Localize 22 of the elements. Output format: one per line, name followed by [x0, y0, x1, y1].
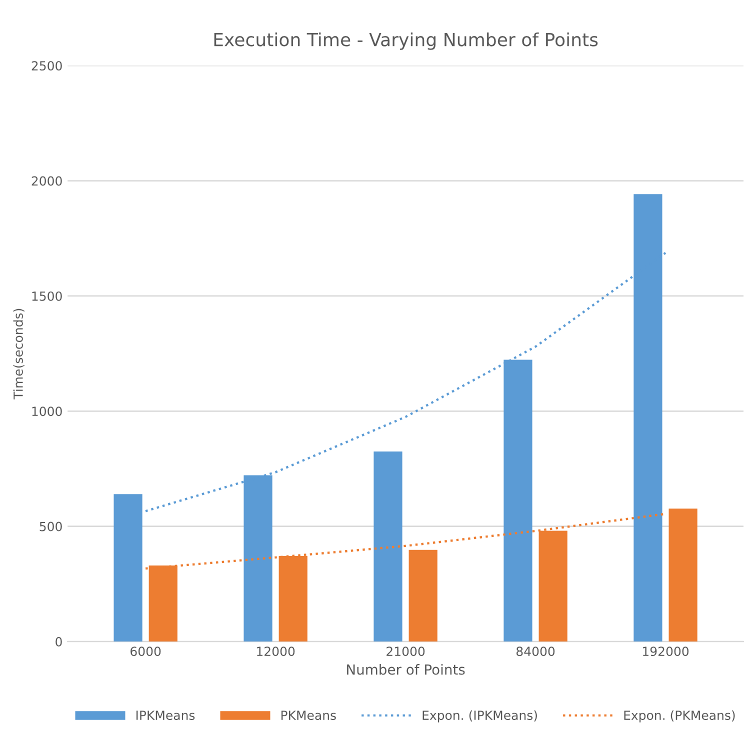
legend-label: PKMeans: [281, 710, 336, 720]
x-tick-label: 6000: [130, 646, 161, 656]
x-axis-title: Number of Points: [347, 664, 465, 675]
bar: [668, 508, 698, 642]
legend-label: IPKMeans: [136, 710, 195, 720]
bar: [408, 550, 438, 642]
y-tick-label: 2500: [32, 61, 62, 71]
legend-label: Expon. (IPKMeans): [422, 710, 537, 722]
y-tick-label: 1500: [32, 291, 62, 301]
y-tick-label: 1000: [32, 406, 62, 416]
y-tick-label: 500: [40, 522, 62, 532]
bar: [374, 451, 402, 642]
x-tick-label: 12000: [257, 646, 295, 656]
y-axis-title: Time(seconds): [13, 308, 24, 400]
x-tick-label: 192000: [643, 646, 689, 656]
chart-title: Execution Time - Varying Number of Points: [214, 32, 598, 50]
x-tick-label: 84000: [516, 646, 555, 656]
x-tick-label: 21000: [386, 646, 425, 656]
bar: [114, 494, 142, 642]
y-tick-label: 2000: [32, 176, 62, 186]
legend-label: Expon. (PKMeans): [624, 710, 735, 722]
y-tick-label: 0: [56, 636, 62, 646]
